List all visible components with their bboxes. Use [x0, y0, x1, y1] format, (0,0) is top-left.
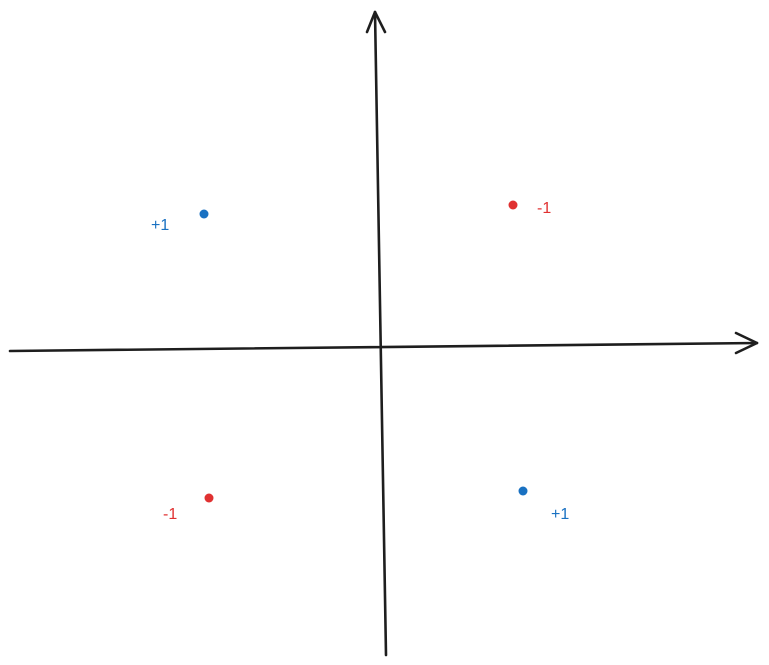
point-top-right: -1 — [508, 200, 551, 217]
data-point-negative — [204, 493, 214, 503]
data-point-positive — [199, 209, 209, 219]
point-label-negative: -1 — [163, 506, 177, 523]
point-label-negative: -1 — [537, 200, 551, 217]
x-axis-arrowhead — [734, 331, 759, 355]
x-axis — [8, 331, 759, 355]
y-axis — [365, 10, 388, 657]
y-axis-arrowhead — [365, 10, 387, 34]
point-label-positive: +1 — [151, 217, 169, 234]
x-axis-line — [8, 341, 759, 353]
data-point-positive — [518, 486, 528, 496]
y-axis-line — [373, 10, 388, 657]
data-point-negative — [508, 200, 518, 210]
point-label-positive: +1 — [551, 506, 569, 523]
point-bottom-right: +1 — [518, 486, 569, 523]
point-bottom-left: -1 — [163, 493, 214, 523]
point-top-left: +1 — [151, 209, 209, 234]
